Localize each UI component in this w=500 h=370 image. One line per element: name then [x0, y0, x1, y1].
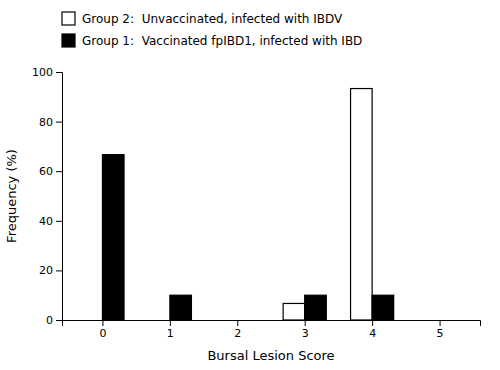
plot: 0 1 2 3 4 5 0 20 40 60 80 100	[32, 66, 481, 340]
x-tick: 4	[369, 320, 376, 340]
legend: Group 2: Unvaccinated, infected with IBD…	[62, 12, 362, 48]
x-tick-mark	[170, 320, 171, 326]
x-tick-label: 4	[369, 327, 376, 340]
y-tick-mark	[56, 221, 62, 222]
x-tick-label: 0	[99, 327, 106, 340]
bar	[351, 89, 373, 320]
y-axis-line	[56, 73, 63, 321]
y-tick-label: 20	[39, 264, 53, 277]
bar	[372, 295, 394, 320]
bar	[81, 319, 103, 320]
y-tick-mark	[56, 320, 62, 321]
x-tick: 3	[302, 320, 309, 340]
x-tick: 0	[99, 320, 106, 340]
x-tick-mark	[372, 320, 373, 326]
x-tick-mark	[440, 320, 441, 326]
y-tick: 60	[39, 165, 62, 178]
y-tick-label: 80	[39, 116, 53, 129]
y-tick: 40	[39, 215, 62, 228]
bar-series	[102, 155, 393, 320]
bar	[418, 319, 440, 320]
y-tick: 80	[39, 116, 62, 129]
legend-item: Group 1: Vaccinated fpIBD1, infected wit…	[62, 34, 362, 48]
bar	[237, 319, 259, 320]
legend-swatch	[62, 12, 75, 25]
y-tick-label: 40	[39, 215, 53, 228]
legend-label: Group 2: Unvaccinated, infected with IBD…	[82, 12, 343, 26]
y-tick-mark	[56, 72, 62, 73]
chart: 0 1 2 3 4 5 0 20 40 60 80 100 Bursal Lesion Score Fre…	[0, 0, 500, 370]
y-tick: 20	[39, 264, 62, 277]
bar	[216, 319, 238, 320]
y-axis: 0 20 40 60 80 100	[32, 66, 63, 327]
x-axis: 0 1 2 3 4 5	[63, 320, 481, 340]
bar-series	[283, 89, 372, 320]
x-tick-label: 3	[302, 327, 309, 340]
x-axis-line	[63, 321, 481, 327]
bar	[148, 319, 170, 320]
x-tick-mark	[102, 320, 103, 326]
y-tick-label: 100	[32, 66, 53, 79]
y-tick: 0	[46, 314, 62, 327]
y-tick-mark	[56, 122, 62, 123]
y-tick-mark	[56, 171, 62, 172]
legend-label: Group 1: Vaccinated fpIBD1, infected wit…	[82, 34, 362, 48]
x-tick: 1	[167, 320, 174, 340]
bar	[283, 303, 305, 320]
y-tick-label: 0	[46, 314, 53, 327]
x-tick-label: 1	[167, 327, 174, 340]
bar	[170, 295, 192, 320]
bars	[102, 89, 393, 320]
legend-item: Group 2: Unvaccinated, infected with IBD…	[62, 12, 343, 26]
y-tick-mark	[56, 270, 62, 271]
x-tick: 2	[234, 320, 241, 340]
y-tick-label: 60	[39, 165, 53, 178]
bar	[305, 295, 327, 320]
x-tick-label: 5	[437, 327, 444, 340]
bar	[440, 319, 462, 320]
x-tick-label: 2	[234, 327, 241, 340]
x-tick: 5	[437, 320, 444, 340]
x-tick-mark	[305, 320, 306, 326]
y-tick: 100	[32, 66, 62, 79]
x-tick-mark	[237, 320, 238, 326]
x-axis-title: Bursal Lesion Score	[207, 348, 334, 363]
legend-swatch	[62, 34, 75, 47]
bar	[102, 155, 124, 320]
y-axis-title: Frequency (%)	[4, 149, 19, 243]
